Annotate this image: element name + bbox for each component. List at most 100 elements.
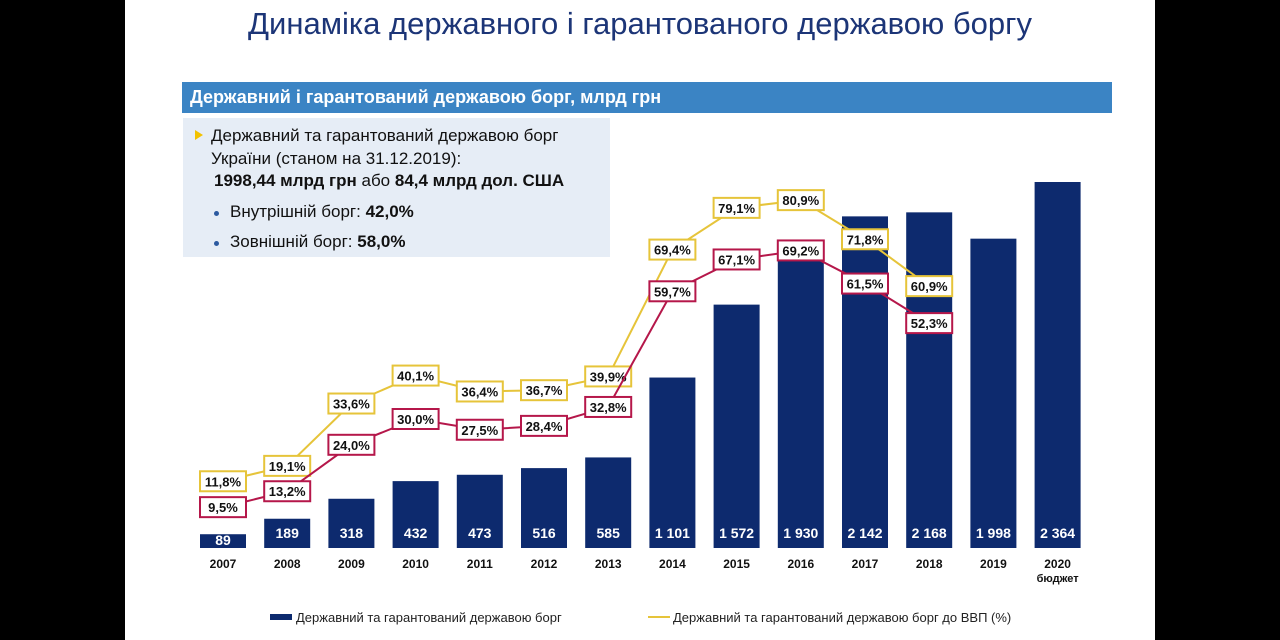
data-label: 33,6% bbox=[333, 397, 370, 412]
external-debt: Зовнішній борг: 58,0% bbox=[230, 232, 405, 252]
data-label: 67,1% bbox=[718, 252, 755, 267]
info-or: або bbox=[356, 171, 395, 190]
bar bbox=[521, 468, 567, 548]
x-tick-sublabel: бюджет bbox=[1037, 573, 1080, 585]
legend-bar-swatch bbox=[270, 614, 292, 620]
data-label: 61,5% bbox=[847, 277, 884, 292]
data-label: 71,8% bbox=[847, 232, 884, 247]
data-label-box bbox=[520, 414, 568, 437]
bar bbox=[328, 498, 375, 548]
x-tick-label: 2010 bbox=[402, 557, 429, 571]
data-label: 36,7% bbox=[526, 383, 563, 398]
data-label: 69,2% bbox=[782, 243, 819, 258]
x-tick-label: 2020 bbox=[1044, 557, 1071, 571]
data-label-box bbox=[391, 408, 440, 430]
legend-line-swatch bbox=[648, 616, 670, 618]
bar-value-label: 432 bbox=[404, 525, 428, 541]
bar bbox=[777, 249, 824, 549]
external-value: 58,0% bbox=[357, 232, 406, 251]
bar-value-label: 189 bbox=[276, 525, 300, 541]
bar bbox=[200, 534, 246, 548]
domestic-debt: Внутрішній борг: 42,0% bbox=[230, 202, 414, 222]
data-label: 24,0% bbox=[333, 438, 370, 453]
bar-value-label: 2 142 bbox=[847, 525, 882, 541]
section-banner: Державний і гарантований державою борг, … bbox=[182, 82, 1112, 113]
data-label-box bbox=[584, 365, 633, 388]
data-label-box bbox=[776, 189, 825, 212]
bar bbox=[1034, 182, 1081, 548]
domestic-label: Внутрішній борг: bbox=[230, 202, 366, 221]
total-usd: 84,4 млрд дол. США bbox=[394, 171, 565, 190]
data-label-box bbox=[841, 272, 889, 295]
bar-value-label: 1 930 bbox=[783, 525, 818, 541]
data-label-box bbox=[841, 228, 889, 251]
data-label: 13,2% bbox=[269, 484, 306, 499]
bullet-triangle-icon bbox=[195, 130, 203, 140]
data-label-box bbox=[648, 280, 697, 303]
info-line-3: 1998,44 млрд грн або 84,4 млрд дол. США bbox=[214, 171, 564, 191]
bar-value-label: 1 101 bbox=[655, 525, 690, 541]
bar-value-label: 89 bbox=[215, 532, 231, 548]
data-label: 39,9% bbox=[590, 369, 627, 384]
info-line-1: Державний та гарантований державою борг bbox=[211, 126, 559, 145]
x-tick-label: 2014 bbox=[659, 557, 686, 571]
bullet-dot-icon bbox=[214, 211, 219, 216]
x-tick-label: 2019 bbox=[980, 557, 1007, 571]
data-label-box bbox=[520, 379, 568, 402]
page-title: Динаміка державного і гарантованого держ… bbox=[248, 6, 1032, 41]
data-label-box bbox=[199, 470, 247, 493]
bar bbox=[456, 474, 503, 548]
x-tick-label: 2016 bbox=[787, 557, 814, 571]
data-label: 59,7% bbox=[654, 284, 691, 299]
x-tick-label: 2017 bbox=[852, 557, 879, 571]
x-tick-label: 2013 bbox=[595, 557, 622, 571]
data-label-box bbox=[391, 364, 440, 387]
data-label: 19,1% bbox=[269, 459, 306, 474]
bar-value-label: 2 168 bbox=[912, 525, 947, 541]
data-label-box bbox=[199, 496, 247, 519]
data-label-box bbox=[905, 312, 954, 335]
data-label: 27,5% bbox=[461, 423, 498, 438]
x-tick-label: 2012 bbox=[531, 557, 558, 571]
bullet-dot-icon bbox=[214, 241, 219, 246]
data-label-box bbox=[776, 239, 825, 262]
data-label-box bbox=[327, 392, 376, 415]
bar-value-label: 1 572 bbox=[719, 525, 754, 541]
bar bbox=[649, 377, 696, 548]
data-label: 9,5% bbox=[208, 500, 238, 515]
data-label-box bbox=[455, 380, 504, 403]
data-label: 32,8% bbox=[590, 400, 627, 415]
x-tick-label: 2011 bbox=[467, 557, 493, 571]
x-tick-label: 2007 bbox=[210, 557, 237, 571]
bar bbox=[906, 212, 953, 548]
bar-value-label: 473 bbox=[468, 525, 492, 541]
bar-value-label: 1 998 bbox=[976, 525, 1011, 541]
data-label-box bbox=[327, 433, 376, 456]
data-label-box bbox=[263, 480, 312, 503]
legend-line-label: Державний та гарантований державою борг … bbox=[673, 610, 1012, 625]
bar-value-label: 2 364 bbox=[1040, 525, 1075, 541]
bar bbox=[842, 216, 888, 549]
legend-bar-label: Державний та гарантований державою борг bbox=[296, 610, 562, 625]
x-tick-label: 2008 bbox=[274, 557, 301, 571]
data-label-box bbox=[712, 196, 761, 219]
data-label-box bbox=[263, 454, 312, 477]
external-label: Зовнішній борг: bbox=[230, 232, 358, 251]
data-label: 60,9% bbox=[911, 279, 948, 294]
data-label: 36,4% bbox=[461, 384, 498, 399]
data-label-box bbox=[584, 395, 633, 418]
info-box: Державний та гарантований державою борг … bbox=[183, 118, 610, 257]
domestic-value: 42,0% bbox=[365, 202, 414, 221]
x-tick-label: 2018 bbox=[916, 557, 943, 571]
bar bbox=[392, 481, 439, 548]
data-label-box bbox=[648, 238, 697, 261]
data-label: 30,0% bbox=[397, 412, 434, 427]
data-label: 79,1% bbox=[718, 201, 755, 216]
data-label-box bbox=[712, 248, 761, 271]
data-label: 52,3% bbox=[911, 316, 948, 331]
data-label-box bbox=[905, 275, 954, 298]
bar-value-label: 516 bbox=[532, 525, 556, 541]
bar bbox=[264, 518, 311, 548]
data-label: 80,9% bbox=[782, 193, 819, 208]
